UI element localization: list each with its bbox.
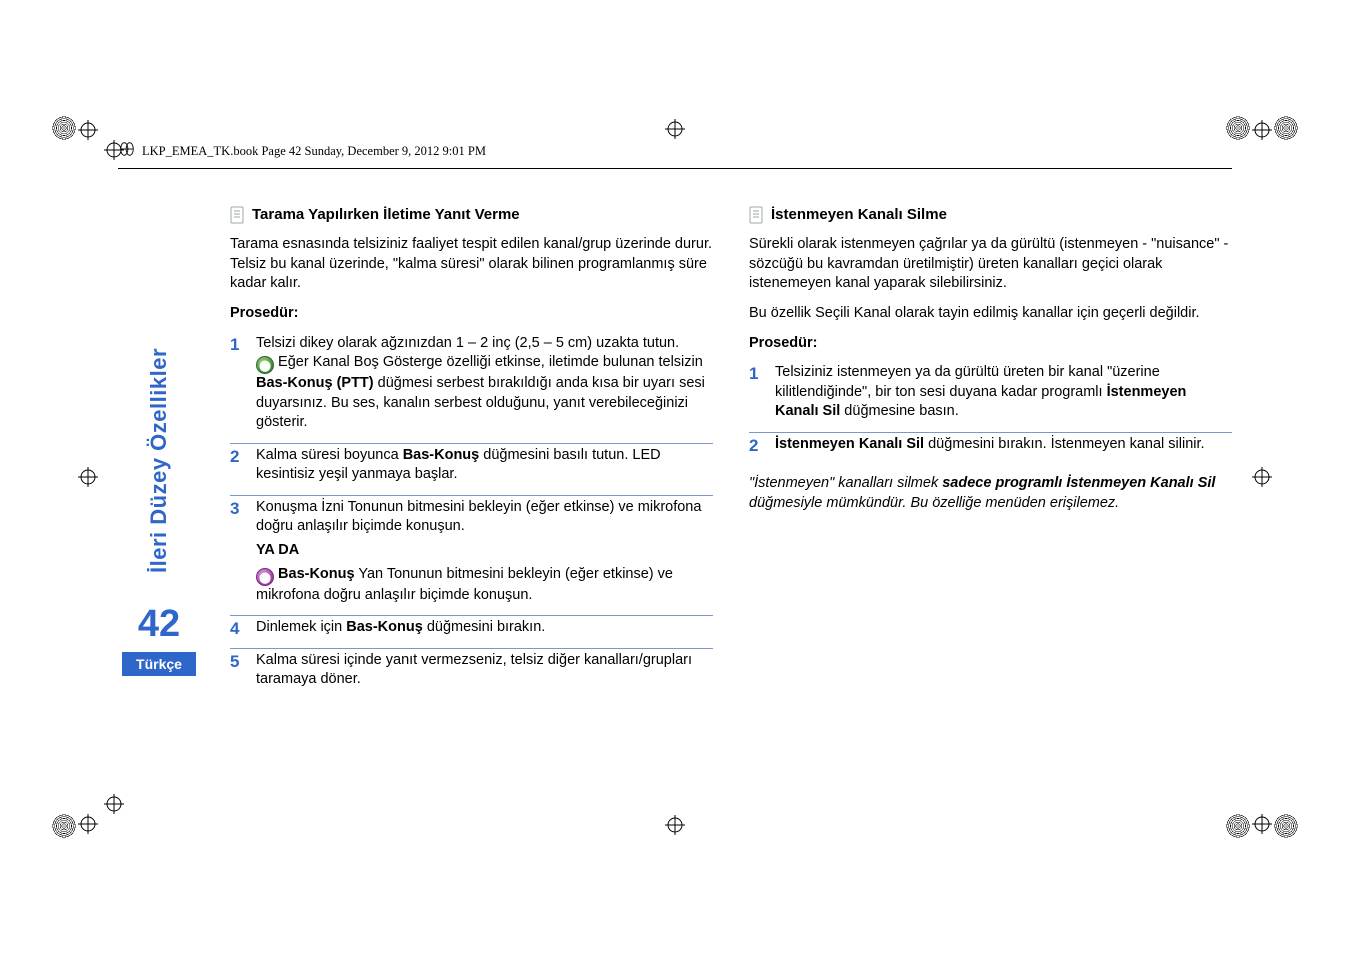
left-step-1: Telsizi dikey olarak ağzınızdan 1 – 2 in… bbox=[230, 334, 713, 444]
print-corner-ornament bbox=[52, 116, 76, 140]
document-section-icon bbox=[749, 206, 763, 224]
right-step-1-after: düğmesine basın. bbox=[840, 403, 959, 419]
section-vertical-label: İleri Düzey Özellikler bbox=[146, 348, 172, 573]
file-header: LKP_EMEA_TK.book Page 42 Sunday, Decembe… bbox=[118, 138, 1232, 169]
left-step-4-after: düğmesini bırakın. bbox=[423, 619, 546, 635]
left-step-2-before: Kalma süresi boyunca bbox=[256, 447, 403, 463]
print-corner-ornament bbox=[1274, 116, 1298, 140]
left-step-3a: Konuşma İzni Tonunun bitmesini bekleyin … bbox=[256, 499, 701, 535]
left-section-heading: Tarama Yapılırken İletime Yanıt Verme bbox=[230, 205, 713, 225]
print-corner-ornament bbox=[1274, 814, 1298, 838]
file-header-text: LKP_EMEA_TK.book Page 42 Sunday, Decembe… bbox=[142, 144, 486, 159]
registration-mark-icon bbox=[665, 119, 685, 139]
book-binding-icon bbox=[118, 140, 136, 162]
right-note-bold: sadece programlı İstenmeyen Kanalı Sil bbox=[942, 475, 1215, 491]
left-step-3b-bold: Bas-Konuş bbox=[278, 566, 355, 582]
left-step-4: Dinlemek için Bas-Konuş düğmesini bırakı… bbox=[230, 618, 713, 649]
left-step-2-bold: Bas-Konuş bbox=[403, 447, 480, 463]
right-p1: Sürekli olarak istenmeyen çağrılar ya da… bbox=[749, 235, 1232, 294]
left-step-4-bold: Bas-Konuş bbox=[346, 619, 423, 635]
registration-mark-icon bbox=[1252, 814, 1272, 834]
right-heading-text: İstenmeyen Kanalı Silme bbox=[771, 205, 947, 225]
print-corner-ornament bbox=[1226, 814, 1250, 838]
left-procedure-label: Prosedür: bbox=[230, 304, 713, 324]
print-corner-ornament bbox=[1226, 116, 1250, 140]
content-columns: Tarama Yapılırken İletime Yanıt Verme Ta… bbox=[118, 169, 1232, 702]
right-note-after: düğmesiyle mümkündür. Bu özelliğe menüde… bbox=[749, 495, 1119, 511]
left-column: Tarama Yapılırken İletime Yanıt Verme Ta… bbox=[230, 205, 713, 702]
left-step-5: Kalma süresi içinde yanıt vermezseniz, t… bbox=[230, 651, 713, 700]
right-procedure-label: Prosedür: bbox=[749, 334, 1232, 354]
right-note-before: "İstenmeyen" kanalları silmek bbox=[749, 475, 942, 491]
registration-mark-icon bbox=[78, 814, 98, 834]
right-step-1: Telsiziniz istenmeyen ya da gürültü üret… bbox=[749, 363, 1232, 433]
left-step-1b-bold: Bas-Konuş (PTT) bbox=[256, 375, 374, 391]
right-step-1-before: Telsiziniz istenmeyen ya da gürültü üret… bbox=[775, 364, 1160, 400]
registration-mark-icon bbox=[665, 815, 685, 835]
left-step-3: Konuşma İzni Tonunun bitmesini bekleyin … bbox=[230, 498, 713, 616]
language-tab: Türkçe bbox=[122, 652, 196, 676]
left-step-5-text: Kalma süresi içinde yanıt vermezseniz, t… bbox=[256, 652, 692, 688]
info-badge-green-icon: ⬤ bbox=[256, 356, 274, 374]
registration-mark-icon bbox=[1252, 120, 1272, 140]
page-frame: LKP_EMEA_TK.book Page 42 Sunday, Decembe… bbox=[118, 138, 1232, 816]
right-steps-list: Telsiziniz istenmeyen ya da gürültü üret… bbox=[749, 363, 1232, 464]
right-p2: Bu özellik Seçili Kanal olarak tayin edi… bbox=[749, 304, 1232, 324]
left-step-4-before: Dinlemek için bbox=[256, 619, 346, 635]
left-step-1a: Telsizi dikey olarak ağzınızdan 1 – 2 in… bbox=[256, 335, 679, 351]
page-number: 42 bbox=[138, 603, 180, 646]
registration-mark-icon bbox=[78, 467, 98, 487]
right-section-heading: İstenmeyen Kanalı Silme bbox=[749, 205, 1232, 225]
right-column: İstenmeyen Kanalı Silme Sürekli olarak i… bbox=[749, 205, 1232, 702]
registration-mark-icon bbox=[1252, 467, 1272, 487]
right-note: "İstenmeyen" kanalları silmek sadece pro… bbox=[749, 474, 1232, 513]
sidebar: İleri Düzey Özellikler 42 Türkçe bbox=[118, 348, 200, 676]
left-step-2: Kalma süresi boyunca Bas-Konuş düğmesini… bbox=[230, 446, 713, 496]
right-step-2-bold: İstenmeyen Kanalı Sil bbox=[775, 436, 924, 452]
registration-mark-icon bbox=[78, 120, 98, 140]
left-step-3-yada: YA DA bbox=[256, 541, 713, 561]
print-corner-ornament bbox=[52, 814, 76, 838]
right-step-2-after: düğmesini bırakın. İstenmeyen kanal sili… bbox=[924, 436, 1204, 452]
left-heading-text: Tarama Yapılırken İletime Yanıt Verme bbox=[252, 205, 520, 225]
right-step-2: İstenmeyen Kanalı Sil düğmesini bırakın.… bbox=[749, 435, 1232, 465]
info-badge-purple-icon: ⬤ bbox=[256, 568, 274, 586]
left-step-1b-before: Eğer Kanal Boş Gösterge özelliği etkinse… bbox=[278, 354, 703, 370]
left-steps-list: Telsizi dikey olarak ağzınızdan 1 – 2 in… bbox=[230, 334, 713, 700]
document-section-icon bbox=[230, 206, 244, 224]
left-intro: Tarama esnasında telsiziniz faaliyet tes… bbox=[230, 235, 713, 294]
